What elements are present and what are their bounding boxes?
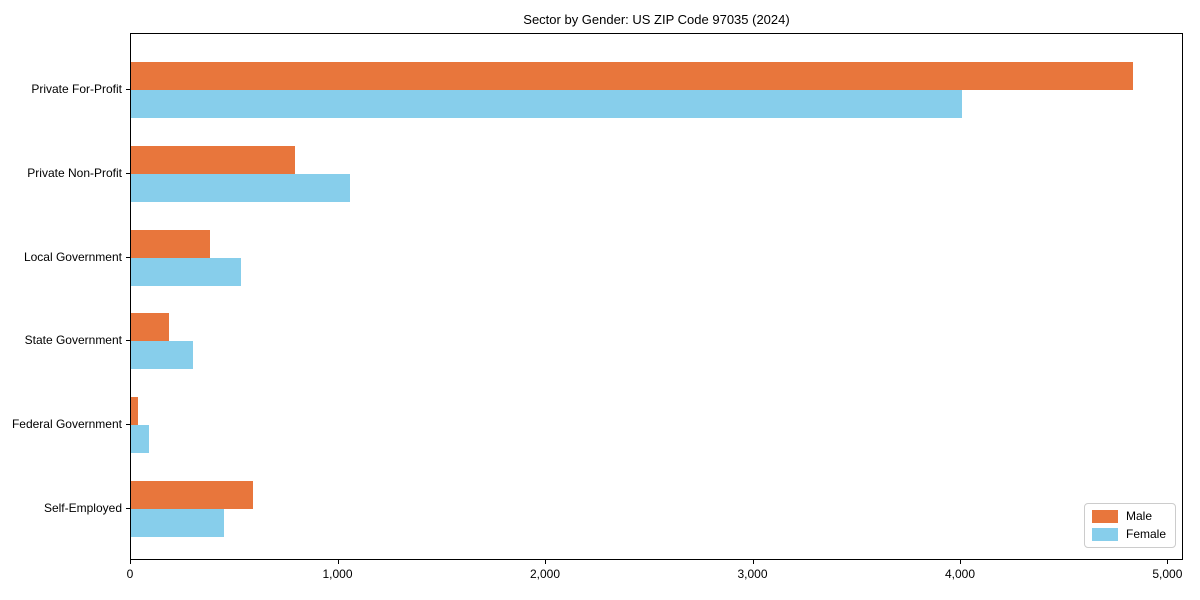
legend: Male Female [1083, 503, 1176, 548]
y-axis-tick [126, 257, 130, 258]
male-legend-swatch [1091, 510, 1118, 523]
bar-female-self-employed [131, 509, 225, 537]
y-axis-tick [126, 89, 130, 90]
x-axis-label-2-000: 2,000 [529, 567, 561, 581]
legend-entry-female: Female [1091, 527, 1166, 541]
bar-female-state-government [131, 341, 194, 370]
bar-female-local-government [131, 257, 241, 286]
x-axis-tick [545, 560, 546, 564]
y-axis-label-federal-government: Federal Government [11, 417, 122, 431]
legend-label-male: Male [1125, 509, 1152, 523]
y-axis-tick [126, 173, 130, 174]
y-axis-label-private-for-profit: Private For-Profit [31, 82, 122, 96]
chart-title: Sector by Gender: US ZIP Code 97035 (202… [523, 12, 790, 27]
x-axis-label-1-000: 1,000 [322, 567, 353, 581]
bar-male-local-government [131, 229, 210, 258]
bar-male-private-non-profit [131, 145, 295, 174]
bar-female-private-non-profit [131, 173, 350, 202]
bar-male-state-government [131, 313, 170, 342]
y-axis-label-self-employed: Self-Employed [43, 501, 122, 515]
bar-female-private-for-profit [131, 90, 962, 118]
bar-male-private-for-profit [131, 62, 1134, 90]
y-axis-label-private-non-profit: Private Non-Profit [27, 166, 122, 180]
x-axis-label-4-000: 4,000 [944, 567, 976, 581]
plot-area: Male Female [130, 33, 1183, 560]
x-axis-tick [1167, 560, 1169, 564]
x-axis-label-5-000: 5,000 [1152, 567, 1183, 581]
x-axis-tick [960, 560, 961, 564]
y-axis-tick [126, 424, 130, 425]
bar-male-federal-government [131, 397, 139, 426]
legend-entry-male: Male [1091, 509, 1166, 523]
x-axis-tick [130, 560, 131, 564]
x-axis-label-3-000: 3,000 [737, 567, 768, 581]
y-axis-tick [126, 508, 130, 509]
bar-male-self-employed [131, 481, 254, 509]
female-legend-swatch [1091, 528, 1118, 541]
bar-female-federal-government [131, 425, 149, 454]
y-axis-label-local-government: Local Government [23, 250, 122, 264]
x-axis-label-0: 0 [126, 567, 134, 581]
y-axis-label-state-government: State Government [24, 333, 122, 347]
x-axis-tick [752, 560, 754, 564]
legend-label-female: Female [1125, 527, 1166, 541]
x-axis-tick [337, 560, 339, 564]
y-axis-tick [126, 340, 130, 341]
